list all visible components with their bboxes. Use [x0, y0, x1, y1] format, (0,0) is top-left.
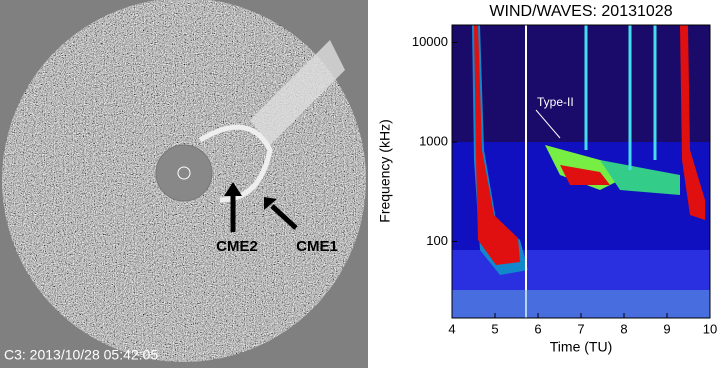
spectrogram — [452, 25, 710, 318]
x-tick-label: 5 — [491, 321, 498, 336]
annotation: Type-II — [537, 95, 574, 109]
x-tick-label: 7 — [577, 321, 584, 336]
x-tick-label: 6 — [534, 321, 541, 336]
x-tick-label: 4 — [448, 321, 455, 336]
image-caption: C3: 2013/10/28 05:42:05 — [4, 347, 158, 363]
sun-limb — [177, 166, 191, 180]
cme-label: CME1 — [296, 238, 338, 255]
annotation-line — [535, 109, 561, 139]
y-tick-label: 1000 — [419, 133, 448, 148]
arrowhead — [224, 182, 242, 196]
cme-label: CME2 — [216, 238, 258, 255]
y-tick-label: 100 — [426, 233, 448, 248]
streamer — [250, 40, 345, 145]
chart-title: WIND/WAVES: 20131028 — [489, 3, 672, 20]
occulter — [155, 144, 213, 202]
x-axis-label: Time (TU) — [550, 339, 612, 355]
y-tick-label: 10000 — [412, 34, 448, 49]
arrowhead — [264, 197, 277, 210]
x-tick-label: 10 — [703, 321, 717, 336]
arrow — [270, 204, 298, 230]
x-tick-label: 8 — [620, 321, 627, 336]
y-axis-label: Frequency (kHz) — [377, 119, 393, 222]
x-tick-label: 9 — [663, 321, 670, 336]
